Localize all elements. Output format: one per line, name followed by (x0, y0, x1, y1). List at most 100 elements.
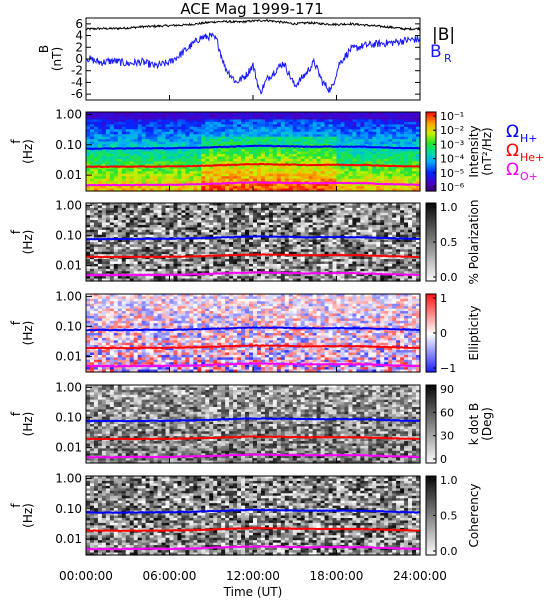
spectrogram-cell (109, 131, 115, 135)
spectrogram-cell (264, 129, 270, 133)
spectrogram-cell (272, 139, 278, 143)
spectrogram-cell (185, 121, 190, 125)
spectrogram-cell (109, 168, 115, 172)
spectrogram-cell (189, 188, 194, 192)
spectrogram-cell (121, 136, 127, 140)
spectrogram-cell (86, 149, 91, 153)
spectrogram-cell (264, 134, 270, 138)
spectrogram-cell (97, 124, 103, 128)
spectrogram-cell (185, 141, 190, 145)
spectrogram-cell (245, 156, 250, 160)
spectrogram-cell (153, 119, 159, 123)
spectrogram-cell (225, 171, 230, 175)
spectrogram-cell (109, 166, 115, 170)
spectrogram-cell (225, 188, 230, 192)
spectrogram-cell (125, 134, 131, 138)
spectrogram-cell (253, 156, 258, 160)
spectrogram-cell (209, 119, 214, 123)
spectrogram-cell (86, 124, 91, 128)
field-plot-frame (85, 17, 421, 101)
spectrogram-cell (173, 116, 179, 121)
spectrogram-cell (237, 114, 242, 118)
spectrogram-cell (117, 119, 123, 123)
spectrogram-cell (256, 146, 262, 150)
spectrogram-cell (264, 139, 270, 143)
spectrogram-cell (137, 153, 143, 158)
spectrogram-cell (153, 156, 159, 160)
spectrogram-cell (181, 119, 187, 123)
spectrogram-cell (253, 166, 258, 170)
spectrogram-cell (137, 121, 143, 125)
spectrogram-cell (245, 129, 250, 133)
spectrogram-cell (260, 112, 266, 116)
spectrogram-cell (233, 186, 238, 190)
spectrogram-cell (213, 121, 218, 125)
spectrogram-cell (161, 114, 167, 118)
spectrogram-cell (101, 116, 107, 121)
spectrogram-cell (237, 141, 242, 145)
spectrogram-cell (229, 171, 234, 175)
spectrogram-cell (197, 171, 202, 175)
spectrogram-cell (201, 156, 206, 160)
spectrogram-cell (185, 161, 190, 165)
spectrogram-cell (260, 114, 266, 118)
spectrogram-cell (133, 161, 139, 165)
spectrogram-cell (201, 161, 206, 165)
spectrogram-cell (101, 129, 107, 133)
spectrogram-cell (233, 158, 238, 162)
spectrogram-cell (89, 181, 95, 185)
spectrogram-cell (133, 121, 139, 125)
spectrogram-cell (201, 134, 206, 138)
spectrogram-cell (221, 173, 226, 177)
spectrogram-cell (121, 134, 127, 138)
spectrogram-cell (165, 136, 171, 140)
spectrogram-cell (157, 161, 163, 165)
spectrogram-cell (173, 131, 179, 135)
spectrogram-cell (121, 181, 127, 185)
spectrogram-cell (217, 153, 222, 158)
spectrogram-cell (89, 126, 95, 130)
spectrogram-cell (189, 173, 194, 177)
spectrogram-cell (253, 161, 258, 165)
spectrogram-cell (245, 134, 250, 138)
spectrogram-cell (209, 116, 214, 121)
spectrogram-cell (177, 114, 183, 118)
spectrogram-cell (245, 151, 250, 155)
spectrogram-cell (173, 134, 179, 138)
spectrogram-cell (161, 188, 167, 192)
freq-ytick-label: 0.10 (55, 138, 82, 152)
spectrogram-cell (181, 134, 187, 138)
spectrogram-cell (165, 161, 171, 165)
spectrogram-cell (93, 176, 99, 180)
spectrogram-cell (161, 161, 167, 165)
spectrogram-cell (153, 141, 159, 145)
spectrogram-cell (93, 173, 99, 177)
spectrogram-cell (205, 156, 210, 160)
spectrogram-cell (189, 171, 194, 175)
spectrogram-cell (217, 129, 222, 133)
spectrogram-cell (93, 141, 99, 145)
spectrogram-cell (177, 171, 183, 175)
spectrogram-cell (268, 158, 274, 162)
spectrogram-cell (264, 124, 270, 128)
spectrogram-cell (97, 134, 103, 138)
spectrogram-cell (121, 176, 127, 180)
spectrogram-cell (205, 149, 210, 153)
spectrogram-cell (233, 149, 238, 153)
spectrogram-cell (93, 116, 99, 121)
spectrogram-cell (209, 173, 214, 177)
spectrogram-cell (260, 134, 266, 138)
spectrogram-cell (153, 176, 159, 180)
spectrogram-cell (129, 124, 135, 128)
spectrogram-cell (229, 153, 234, 158)
spectrogram-cell (245, 114, 250, 118)
spectrogram-cell (213, 186, 218, 190)
spectrogram-cell (260, 126, 266, 130)
spectrogram-cell (213, 188, 218, 192)
spectrogram-cell (133, 112, 139, 116)
spectrogram-cell (153, 112, 159, 116)
spectrogram-cell (189, 166, 194, 170)
spectrogram-cell (101, 114, 107, 118)
spectrogram-cell (237, 121, 242, 125)
spectrogram-cell (201, 114, 206, 118)
